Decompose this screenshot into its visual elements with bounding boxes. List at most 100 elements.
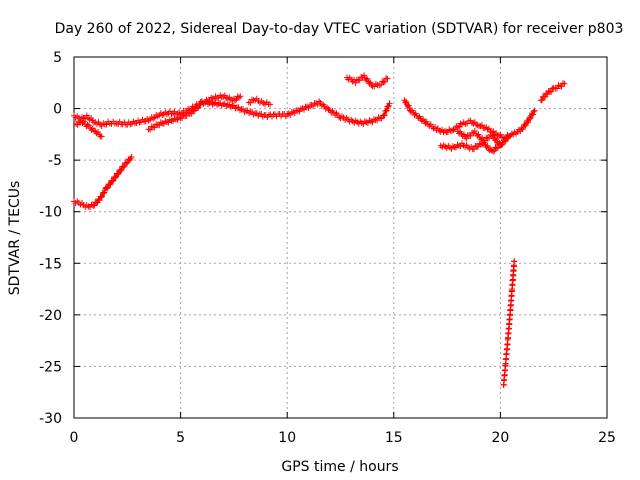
data-point: [237, 93, 244, 100]
grid: [74, 57, 607, 418]
data-point: [98, 194, 105, 201]
y-tick-labels: 5 0 -5 -10 -15 -20 -25 -30: [39, 50, 62, 427]
data-point: [472, 142, 479, 149]
data-point: [553, 85, 560, 92]
data-point: [123, 160, 130, 167]
x-tick-label: 5: [176, 430, 185, 446]
data-point: [267, 101, 274, 108]
plot-frame: [73, 56, 608, 419]
data-points: [71, 72, 568, 388]
data-point: [383, 108, 389, 115]
data-point: [437, 142, 444, 149]
series-track-h: [454, 128, 512, 148]
series-track-k: [500, 258, 518, 388]
data-point: [463, 135, 470, 142]
data-point: [561, 80, 568, 87]
data-point: [249, 108, 256, 115]
data-point: [511, 258, 518, 265]
y-tick-label: -20: [39, 308, 62, 324]
data-point: [100, 190, 107, 197]
y-axis-label: SDTVAR / TECUs: [7, 181, 23, 296]
x-tick-label: 10: [278, 430, 296, 446]
y-tick-label: 5: [53, 50, 62, 66]
x-axis-label: GPS time / hours: [281, 459, 398, 475]
data-point: [91, 127, 97, 134]
data-point: [449, 127, 456, 134]
data-point: [442, 127, 448, 134]
y-tick-label: -30: [39, 411, 62, 427]
data-point: [450, 126, 457, 133]
axis-ticks: [73, 56, 608, 419]
data-point: [478, 122, 485, 129]
data-point: [483, 134, 490, 141]
data-point: [112, 174, 119, 181]
data-point: [457, 143, 464, 150]
data-point: [489, 132, 496, 139]
data-point: [497, 131, 504, 138]
y-tick-label: -25: [39, 359, 62, 375]
data-point: [527, 115, 534, 122]
x-tick-label: 15: [385, 430, 403, 446]
data-point: [529, 111, 536, 118]
data-point: [544, 91, 551, 98]
series-track-c: [145, 92, 244, 133]
data-point: [114, 171, 121, 178]
data-point: [93, 130, 100, 137]
data-point: [493, 136, 500, 143]
data-point: [98, 133, 105, 140]
data-point: [436, 127, 443, 134]
x-tick-labels: 0 5 10 15 20 25: [70, 430, 616, 446]
data-point: [367, 79, 374, 86]
x-tick-label: 20: [491, 430, 509, 446]
series-track-j: [71, 154, 135, 211]
data-point: [120, 164, 127, 171]
data-point: [505, 133, 512, 140]
data-point: [385, 103, 392, 110]
y-tick-label: -10: [39, 205, 62, 221]
data-point: [484, 142, 491, 149]
series-track-b: [73, 118, 105, 140]
data-point: [364, 75, 371, 82]
series-track-i: [537, 80, 568, 104]
data-point: [147, 126, 154, 133]
data-point: [471, 119, 478, 126]
x-tick-label: 25: [598, 430, 616, 446]
data-point: [246, 110, 253, 117]
data-point: [380, 112, 387, 119]
data-point: [103, 185, 110, 192]
data-point: [442, 143, 449, 150]
data-point: [232, 97, 239, 104]
data-point: [381, 78, 388, 85]
data-point: [356, 77, 363, 84]
series-track-d: [245, 95, 274, 108]
data-point: [386, 100, 393, 107]
data-point: [99, 193, 105, 200]
data-point: [486, 125, 492, 132]
data-point: [405, 102, 412, 109]
data-point: [378, 81, 384, 88]
data-point: [106, 181, 113, 188]
data-point: [190, 108, 197, 115]
data-point: [325, 106, 332, 113]
data-point: [384, 75, 391, 82]
data-point: [548, 88, 555, 95]
data-point: [247, 99, 254, 106]
data-point: [467, 133, 474, 139]
data-point: [321, 103, 328, 110]
data-point: [109, 178, 116, 185]
data-point: [449, 143, 456, 150]
data-point: [467, 117, 474, 124]
data-point: [194, 105, 201, 111]
data-point: [498, 142, 505, 148]
data-point: [493, 145, 500, 152]
data-point: [525, 119, 532, 126]
data-point: [383, 107, 390, 114]
data-point: [471, 128, 478, 134]
data-point: [128, 154, 135, 160]
data-point: [490, 148, 497, 155]
x-tick-label: 0: [70, 430, 79, 446]
data-point: [96, 197, 103, 204]
data-point: [432, 124, 438, 130]
data-point: [352, 79, 359, 86]
